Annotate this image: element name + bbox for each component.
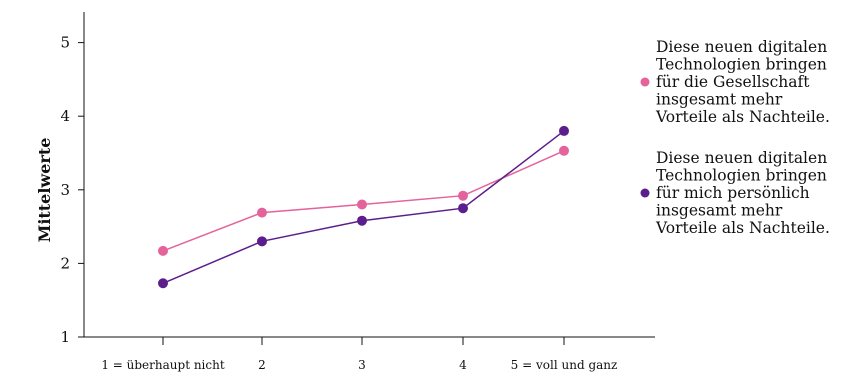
series-1 — [158, 145, 569, 256]
series-2 — [158, 125, 569, 289]
data-point — [458, 190, 468, 201]
legend-label-line: Diese neuen digitalen — [656, 38, 827, 56]
chart-axes — [78, 12, 655, 345]
y-tick-label: 4 — [60, 107, 70, 125]
y-axis-title: Mittelwerte — [35, 138, 54, 243]
legend-label-line: für mich persönlich — [656, 184, 810, 202]
data-point — [158, 278, 168, 289]
legend-label-line: Technologien bringen — [656, 167, 827, 185]
y-tick-label: 5 — [60, 34, 70, 52]
data-point — [559, 125, 569, 136]
y-tick-label: 3 — [60, 181, 70, 199]
y-tick-labels: 1 2 3 4 5 — [60, 34, 70, 346]
data-point — [158, 245, 168, 256]
legend-marker — [640, 188, 650, 198]
y-tick-label: 1 — [60, 328, 70, 346]
y-tick-label: 2 — [60, 254, 70, 272]
x-tick-label: 1 = überhaupt nicht — [101, 358, 225, 372]
data-point — [559, 145, 569, 156]
legend-marker — [640, 77, 650, 87]
x-tick-label: 2 — [258, 358, 266, 372]
data-point — [357, 215, 367, 226]
legend-label-line: Vorteile als Nachteile. — [655, 219, 830, 237]
x-tick-label: 5 = voll und ganz — [511, 358, 618, 372]
x-tick-label: 3 — [358, 358, 366, 372]
legend-label-line: für die Gesellschaft — [656, 73, 810, 91]
x-tick-labels: 1 = überhaupt nicht 2 3 4 5 = voll und ganz — [101, 358, 617, 372]
data-point — [257, 207, 267, 218]
legend-label-line: insgesamt mehr — [656, 202, 783, 220]
legend-label-line: Diese neuen digitalen — [656, 149, 827, 167]
legend-label-line: insgesamt mehr — [656, 91, 783, 109]
data-point — [357, 199, 367, 210]
series-layer — [158, 125, 569, 289]
data-point — [458, 203, 468, 214]
legend-label-line: Vorteile als Nachteile. — [655, 108, 830, 126]
x-tick-label: 4 — [459, 358, 467, 372]
data-point — [257, 236, 267, 247]
legend-label-line: Technologien bringen — [656, 56, 827, 74]
